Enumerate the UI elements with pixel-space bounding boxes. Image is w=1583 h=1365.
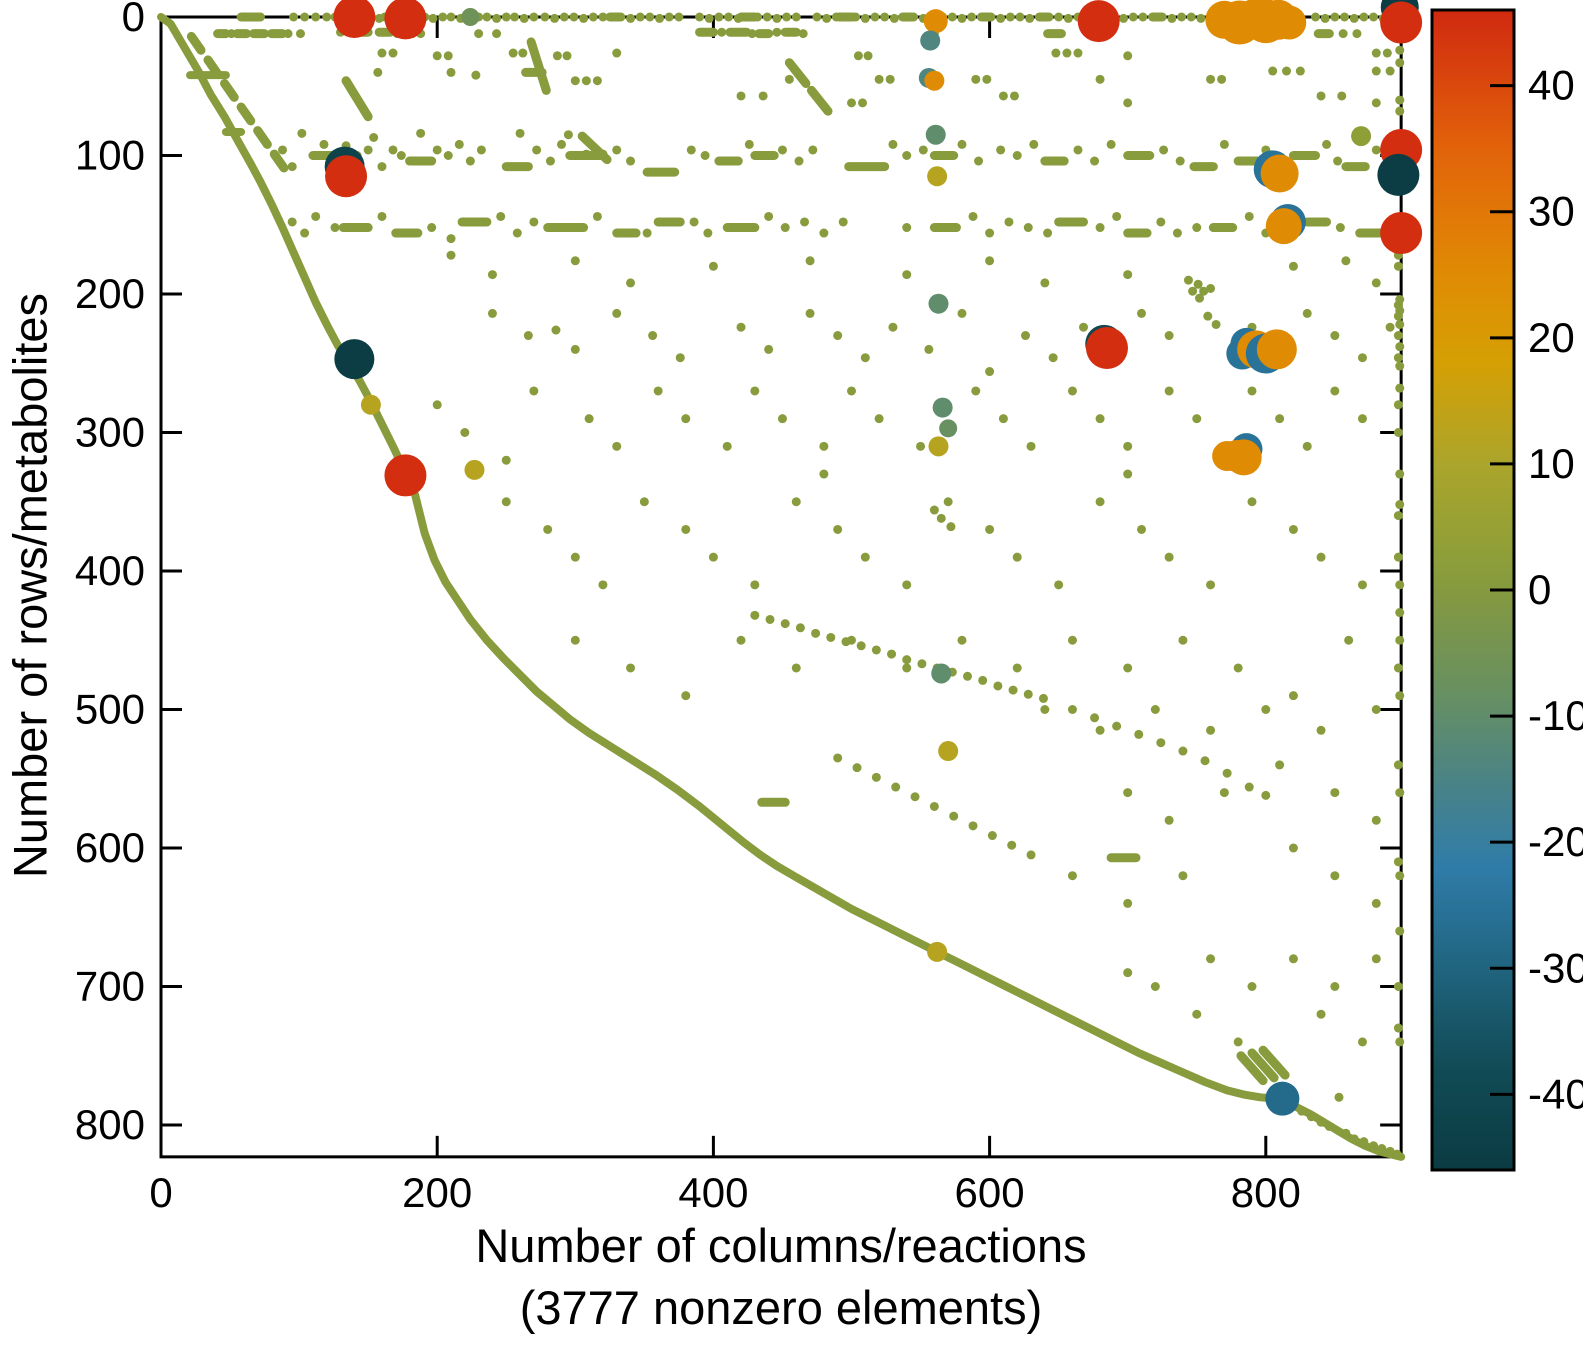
weighted-marker [464, 459, 485, 480]
colorbar-tick-label: -30 [1528, 944, 1583, 991]
x-tick-label: 400 [678, 1169, 748, 1216]
y-tick-label: 0 [122, 0, 145, 40]
x-tick-label: 600 [955, 1169, 1025, 1216]
weighted-marker [924, 70, 945, 91]
x-tick-label: 200 [402, 1169, 472, 1216]
staircase-diagonal [157, 13, 1406, 1161]
y-tick-label: 300 [75, 409, 145, 456]
weighted-marker [1351, 126, 1372, 147]
weighted-marker [333, 0, 376, 38]
y-tick-label: 400 [75, 547, 145, 594]
weighted-marker [928, 436, 949, 457]
weighted-marker [1260, 154, 1299, 193]
colorbar-tick-label: 40 [1528, 62, 1575, 109]
weighted-marker [1225, 439, 1262, 476]
weighted-marker [325, 155, 368, 198]
weighted-marker [360, 394, 381, 415]
x-axis-label-line2: (3777 nonzero elements) [519, 1281, 1043, 1334]
weighted-marker [932, 397, 953, 418]
weighted-marker [1377, 153, 1420, 196]
weighted-marker [384, 0, 427, 40]
weighted-marker [939, 419, 958, 438]
y-tick-label: 800 [75, 1101, 145, 1148]
weighted-marker [461, 8, 480, 26]
weighted-marker [928, 293, 949, 314]
weighted-marker [1265, 1081, 1300, 1116]
sparse-dot-markers [226, 12, 1405, 1159]
y-tick-label: 700 [75, 963, 145, 1010]
weighted-markers [324, 0, 1423, 1116]
weighted-marker [1272, 5, 1307, 40]
y-axis-label: Number of rows/metabolites [3, 292, 57, 879]
weighted-marker [1265, 208, 1302, 245]
x-tick-label: 0 [149, 1169, 172, 1216]
sparse-dash-markers [186, 12, 1387, 1086]
colorbar-tick-label: 0 [1528, 566, 1551, 613]
colorbar: 40 30 20 10 0 -10 -20 -30 -40 [1430, 8, 1583, 1172]
weighted-marker [384, 454, 427, 497]
colorbar-tick-label: 10 [1528, 440, 1575, 487]
y-tick-label: 100 [75, 132, 145, 179]
weighted-marker [927, 166, 948, 187]
y-tick-label: 200 [75, 270, 145, 317]
x-tick-label: 800 [1231, 1169, 1301, 1216]
weighted-marker [938, 741, 959, 762]
weighted-marker [334, 339, 375, 380]
weighted-marker [1380, 1, 1423, 44]
colorbar-tick-label: -10 [1528, 692, 1583, 739]
weighted-marker [931, 663, 952, 684]
weighted-marker [1077, 0, 1120, 43]
colorbar-tick-label: -40 [1528, 1070, 1583, 1117]
weighted-marker [927, 941, 948, 962]
x-axis-label: Number of columns/reactions (3777 nonzer… [161, 1215, 1401, 1339]
y-tick-label: 500 [75, 686, 145, 733]
x-axis-label-line1: Number of columns/reactions [475, 1219, 1087, 1272]
colorbar-tick-label: -20 [1528, 818, 1583, 865]
weighted-marker [925, 124, 946, 145]
weighted-marker [1256, 329, 1297, 370]
weighted-marker [920, 30, 941, 51]
weighted-marker [923, 9, 948, 34]
weighted-marker [1085, 327, 1128, 370]
weighted-marker [1380, 212, 1423, 255]
y-tick-label: 600 [75, 824, 145, 871]
colorbar-tick-label: 20 [1528, 314, 1575, 361]
colorbar-tick-label: 30 [1528, 188, 1575, 235]
